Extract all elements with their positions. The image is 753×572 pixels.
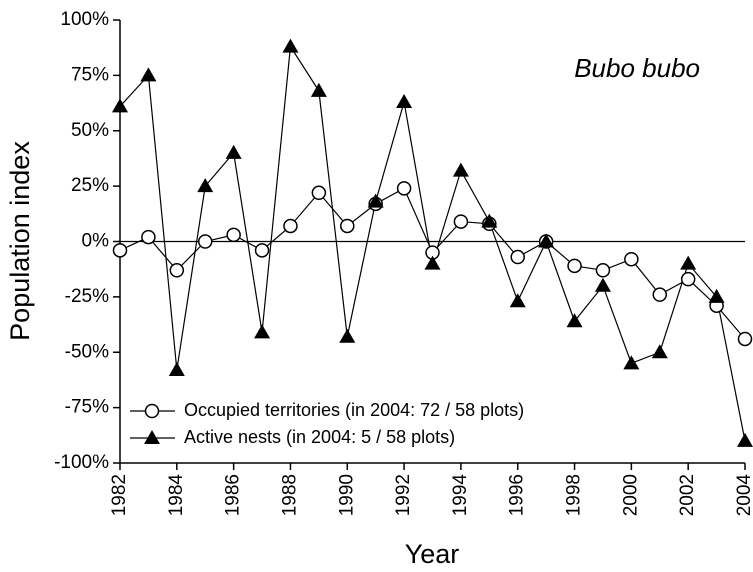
point bbox=[452, 162, 469, 177]
point bbox=[453, 214, 469, 229]
point bbox=[226, 227, 241, 243]
point bbox=[595, 263, 611, 278]
y-tick-label: -75% bbox=[65, 397, 109, 418]
point bbox=[538, 233, 555, 248]
point bbox=[225, 144, 242, 159]
y-tick-label: -100% bbox=[54, 452, 109, 473]
point bbox=[594, 277, 611, 292]
point bbox=[283, 218, 298, 234]
legend-marker bbox=[144, 430, 160, 444]
y-axis-label: Population index bbox=[5, 141, 35, 341]
x-tick-label: 1986 bbox=[223, 474, 244, 516]
point bbox=[112, 98, 128, 113]
y-tick-label: 100% bbox=[60, 9, 109, 30]
x-tick-label: 1992 bbox=[393, 474, 414, 516]
point bbox=[112, 243, 128, 258]
y-tick-label: 75% bbox=[71, 64, 109, 85]
point bbox=[311, 185, 327, 201]
point bbox=[367, 193, 384, 208]
x-tick-label: 2000 bbox=[620, 474, 641, 516]
point bbox=[624, 251, 639, 267]
point bbox=[652, 287, 668, 302]
y-tick-label: 50% bbox=[71, 120, 109, 141]
x-tick-label: 2004 bbox=[734, 474, 753, 517]
point bbox=[339, 328, 356, 343]
point bbox=[566, 313, 583, 328]
point bbox=[254, 243, 270, 258]
point bbox=[197, 234, 213, 249]
x-tick-label: 1990 bbox=[336, 474, 357, 516]
y-tick-label: 25% bbox=[71, 175, 109, 196]
point bbox=[509, 293, 526, 308]
point bbox=[737, 432, 753, 447]
series-line bbox=[119, 44, 746, 441]
x-tick-label: 1984 bbox=[166, 474, 187, 517]
annotation: Bubo bubo bbox=[574, 53, 700, 83]
point bbox=[254, 324, 271, 339]
point bbox=[396, 93, 413, 108]
y-tick-label: -25% bbox=[65, 286, 109, 307]
legend-label: Active nests (in 2004: 5 / 58 plots) bbox=[184, 427, 455, 447]
point bbox=[510, 249, 525, 265]
y-tick-label: -50% bbox=[65, 341, 109, 362]
x-tick-label: 2002 bbox=[677, 474, 698, 516]
point bbox=[680, 255, 697, 270]
point bbox=[708, 288, 725, 303]
x-tick-label: 1998 bbox=[564, 474, 585, 516]
x-axis-label: Year bbox=[405, 539, 460, 569]
point bbox=[396, 181, 412, 196]
point bbox=[481, 213, 498, 228]
point bbox=[140, 67, 157, 82]
point bbox=[197, 178, 214, 193]
x-tick-label: 1982 bbox=[109, 474, 130, 516]
y-tick-label: 0% bbox=[82, 231, 110, 252]
point bbox=[623, 355, 640, 370]
x-tick-label: 1988 bbox=[279, 474, 300, 516]
x-tick-label: 1994 bbox=[450, 474, 471, 517]
point bbox=[567, 258, 582, 274]
point bbox=[168, 361, 185, 376]
point bbox=[737, 331, 753, 347]
point bbox=[310, 82, 327, 97]
point bbox=[680, 271, 696, 287]
point bbox=[141, 229, 156, 245]
point bbox=[169, 263, 185, 278]
legend-marker bbox=[144, 403, 160, 419]
point bbox=[282, 38, 299, 53]
legend-label: Occupied territories (in 2004: 72 / 58 p… bbox=[184, 400, 524, 420]
point bbox=[424, 255, 441, 270]
point bbox=[651, 344, 668, 359]
point bbox=[340, 218, 355, 234]
x-tick-label: 1996 bbox=[507, 474, 528, 516]
